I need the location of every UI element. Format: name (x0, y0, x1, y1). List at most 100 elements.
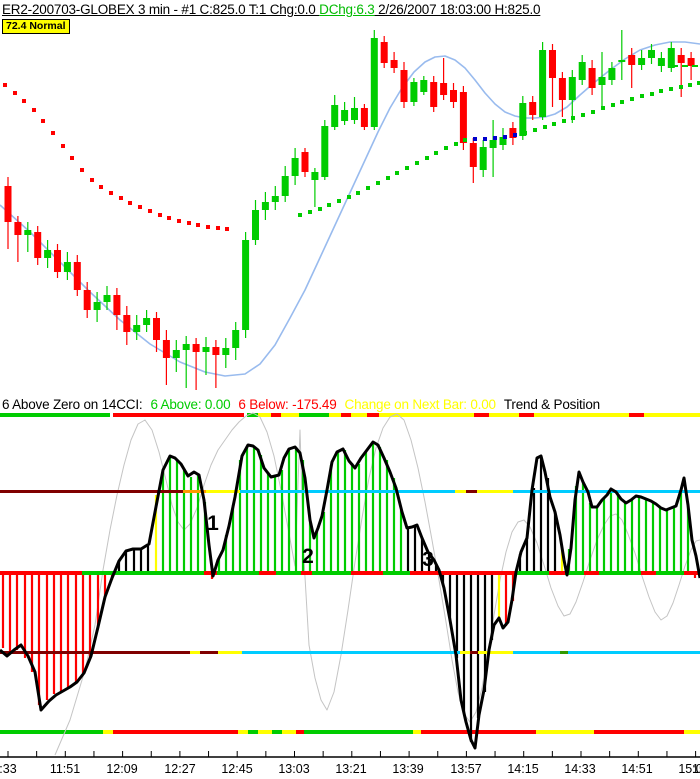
zero-line-segment (517, 571, 549, 575)
time-axis-label: 15 (692, 762, 700, 776)
paintbar-bottom-segment (282, 730, 296, 734)
paintbar-bottom-segment (0, 730, 103, 734)
minus100-line-segment (470, 651, 478, 654)
study-flag-badge: 72.4 Normal (2, 19, 70, 34)
sar-dot-red (138, 205, 142, 209)
paintbar-bottom-segment (258, 730, 272, 734)
candle-down (113, 295, 121, 315)
daily-change-text: DChg:6.3 (319, 2, 375, 17)
candle-up (172, 350, 180, 358)
sar-dot-green (405, 166, 409, 170)
sar-dot-green (697, 81, 700, 85)
candle-up (499, 137, 507, 145)
symbol-and-quote-text: ER2-200703-GLOBEX 3 min - #1 C:825.0 T:1… (2, 2, 320, 17)
sar-dot-red (119, 196, 123, 200)
candle-up (24, 230, 32, 235)
sar-dot-green (366, 186, 370, 190)
candle-up (261, 202, 269, 210)
candle-down (73, 262, 81, 290)
minus100-line-segment (200, 651, 218, 654)
candle-down (34, 232, 42, 258)
time-axis-label: :33 (0, 762, 17, 776)
candle-up (143, 318, 151, 325)
paintbar-top-segment (281, 413, 299, 417)
candle-up (242, 240, 250, 330)
paintbar-top-segment (0, 413, 110, 417)
paintbar-top-segment (367, 413, 379, 417)
sar-dot-red (158, 213, 162, 217)
candle-up (667, 48, 675, 68)
wave-number-label: 3 (422, 548, 434, 571)
sar-dot-green (308, 210, 312, 214)
sar-dot-green (386, 176, 390, 180)
cci-indicator-header: 6 Above Zero on 14CCI: 6 Above: 0.00 6 Bel… (2, 397, 700, 412)
sar-dot-red (90, 178, 94, 182)
candle-down (558, 78, 566, 100)
sar-dot-green (601, 106, 605, 110)
sar-dot-green (533, 128, 537, 132)
candle-up (648, 50, 655, 58)
zero-line-segment (259, 571, 276, 575)
sar-dot-red (196, 223, 200, 227)
candle-up (351, 108, 358, 120)
paintbar-top-segment (644, 413, 700, 417)
plus100-line-segment (183, 490, 206, 493)
paintbar-top-segment (271, 413, 281, 417)
plus100-line-segment (477, 490, 513, 493)
minus100-line-segment (242, 651, 460, 654)
sar-dot-green (327, 203, 331, 207)
sar-dot-blue (483, 137, 487, 141)
candle-down (153, 318, 160, 340)
sar-dot-green (562, 119, 566, 123)
paintbar-top-segment (299, 413, 329, 417)
sar-dot-green (581, 113, 585, 117)
candle-up (182, 344, 190, 350)
candle-up (598, 77, 606, 85)
time-axis-label: 12:27 (164, 762, 196, 776)
candle-down (54, 250, 61, 272)
sar-dot-green (679, 85, 683, 89)
sar-dot-blue (503, 135, 507, 139)
candle-down (390, 60, 398, 68)
sar-dot-green (444, 146, 448, 150)
candle-down (380, 42, 388, 63)
candle-down (588, 68, 596, 88)
candle-up (638, 58, 646, 65)
candle-up (252, 210, 259, 240)
zero-line-segment (383, 571, 410, 575)
sar-dot-green (611, 103, 615, 107)
sar-dot-green (620, 100, 624, 104)
sar-dot-red (61, 144, 65, 148)
candle-down (430, 82, 438, 107)
sar-dot-red (13, 91, 17, 95)
wave-number-label: 2 (302, 545, 314, 568)
paintbar-bottom-segment (296, 730, 304, 734)
candle-up (271, 196, 279, 202)
candle-up (568, 77, 576, 100)
sar-dot-red (22, 99, 26, 103)
paintbar-top-segment (379, 413, 474, 417)
time-axis-label: 12:45 (221, 762, 253, 776)
paintbar-bottom-segment (248, 730, 258, 734)
candle-down (459, 92, 467, 143)
sar-dot-green (669, 87, 673, 91)
time-axis-label: 12:09 (106, 762, 138, 776)
minus100-line-segment (478, 651, 513, 654)
time-axis-label: 13:57 (450, 762, 482, 776)
paintbar-bottom-segment (413, 730, 421, 734)
sar-dot-green (571, 116, 575, 120)
paintbar-bottom-segment (272, 730, 282, 734)
time-axis-label: 14:33 (564, 762, 596, 776)
candle-up (341, 110, 349, 121)
candle-up (291, 158, 299, 176)
sar-dot-green (376, 181, 380, 185)
paintbar-top-segment (534, 413, 629, 417)
zero-line-segment (217, 571, 259, 575)
candle-down (469, 143, 477, 167)
candle-down (360, 108, 368, 127)
paintbar-bottom-segment (113, 730, 238, 734)
trend-position-label: Trend & Position (503, 397, 600, 412)
zero-line-segment (641, 571, 656, 575)
candle-down (509, 128, 517, 138)
